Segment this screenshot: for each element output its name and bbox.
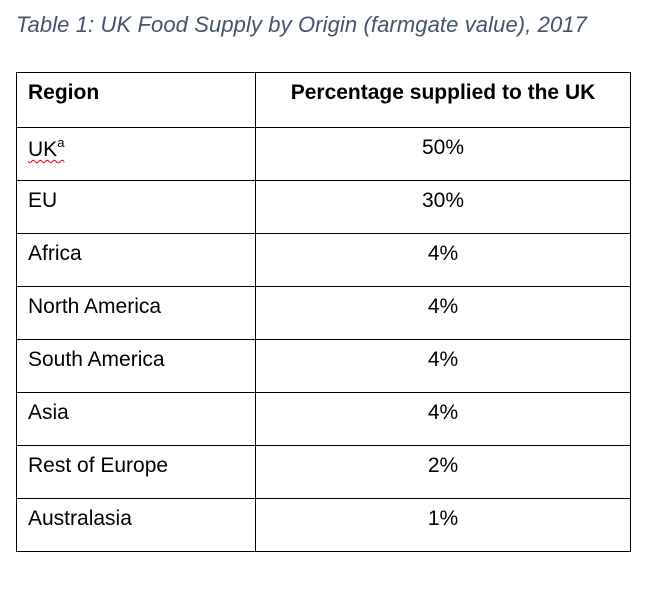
table-header-row: Region Percentage supplied to the UK xyxy=(16,72,631,128)
region-cell: Asia xyxy=(16,392,256,446)
percentage-cell: 30% xyxy=(255,180,631,234)
region-label: UKa xyxy=(28,135,65,161)
food-supply-table: Region Percentage supplied to the UK UKa… xyxy=(16,72,631,552)
region-cell: Africa xyxy=(16,233,256,287)
table-row: Africa 4% xyxy=(16,233,631,287)
percentage-cell: 2% xyxy=(255,445,631,499)
table-caption: Table 1: UK Food Supply by Origin (farmg… xyxy=(16,12,587,37)
table-row: UKa 50% xyxy=(16,127,631,181)
region-text: UK xyxy=(28,138,58,161)
table-row: Rest of Europe 2% xyxy=(16,445,631,499)
table-row: Australasia 1% xyxy=(16,498,631,552)
percentage-cell: 4% xyxy=(255,339,631,393)
footnote-marker: a xyxy=(57,135,65,150)
percentage-cell: 1% xyxy=(255,498,631,552)
table-row: South America 4% xyxy=(16,339,631,393)
table-row: North America 4% xyxy=(16,286,631,340)
table-container: Region Percentage supplied to the UK UKa… xyxy=(16,72,631,552)
region-cell: EU xyxy=(16,180,256,234)
table-row: Asia 4% xyxy=(16,392,631,446)
table-row: EU 30% xyxy=(16,180,631,234)
region-cell: UKa xyxy=(16,127,256,181)
percentage-cell: 4% xyxy=(255,286,631,340)
percentage-cell: 4% xyxy=(255,233,631,287)
percentage-cell: 4% xyxy=(255,392,631,446)
region-cell: Australasia xyxy=(16,498,256,552)
region-cell: South America xyxy=(16,339,256,393)
column-header-region: Region xyxy=(16,72,256,128)
region-cell: North America xyxy=(16,286,256,340)
column-header-percentage: Percentage supplied to the UK xyxy=(255,72,631,128)
region-cell: Rest of Europe xyxy=(16,445,256,499)
percentage-cell: 50% xyxy=(255,127,631,181)
